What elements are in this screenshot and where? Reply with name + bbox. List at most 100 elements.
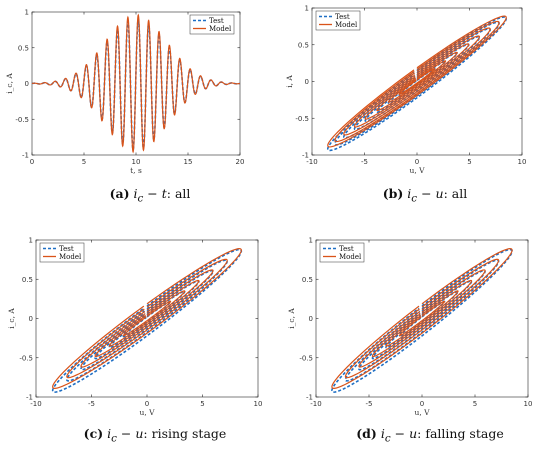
series-model: [66, 258, 228, 379]
legend-label-test: Test: [335, 13, 350, 21]
plot-area: [35, 239, 259, 398]
y-axis-label: i, A: [285, 75, 294, 88]
series-test: [385, 290, 459, 349]
x-tick-label: 10: [518, 158, 527, 166]
x-axis-label: u, V: [139, 408, 155, 417]
y-tick-label: 0: [309, 315, 313, 323]
x-tick-label: -5: [361, 158, 368, 166]
series-test: [364, 43, 470, 122]
y-tick-label: 1: [25, 9, 29, 17]
legend-label-test: Test: [59, 245, 74, 253]
legend-label-model: Model: [59, 253, 82, 261]
x-tick-label: -10: [30, 400, 41, 408]
series-test: [94, 280, 200, 360]
series-test: [387, 60, 447, 105]
series-model: [344, 258, 500, 379]
y-tick-label: -1: [26, 394, 33, 402]
y-tick-label: 1: [309, 237, 313, 245]
series-test: [358, 269, 486, 371]
series-model: [343, 27, 491, 136]
series-model: [94, 279, 200, 358]
series-model: [52, 248, 242, 389]
y-tick-label: 0.5: [298, 41, 309, 49]
legend-box: [319, 242, 365, 263]
series-model: [398, 300, 446, 337]
legend-box: [39, 242, 85, 263]
x-tick-label: -5: [366, 400, 373, 408]
caption-c: (c) ic − u: rising stage: [83, 426, 227, 445]
series-model: [31, 13, 241, 154]
series-model: [122, 300, 172, 337]
series-test: [108, 290, 186, 349]
series-model: [353, 35, 481, 128]
x-tick-label: -10: [306, 158, 317, 166]
series-model: [331, 248, 513, 389]
y-tick-label: 0.5: [18, 44, 29, 52]
legend-label-test: Test: [339, 245, 354, 253]
series-test: [344, 259, 500, 382]
x-tick-label: 0: [420, 400, 424, 408]
y-tick-label: 1: [305, 5, 309, 13]
y-tick-label: 0.5: [22, 276, 33, 284]
legend-box: [189, 14, 235, 35]
legend-label-model: Model: [335, 21, 358, 29]
x-tick-label: -5: [88, 400, 95, 408]
series-test: [122, 300, 172, 338]
y-axis-label: i_c, A: [287, 308, 296, 329]
series-test: [331, 248, 513, 393]
series-model: [385, 290, 459, 347]
legend-label-model: Model: [339, 253, 362, 261]
series-model: [334, 20, 500, 143]
series-test: [66, 259, 228, 382]
y-tick-label: 0: [305, 78, 309, 86]
x-tick-label: 5: [82, 158, 86, 166]
x-tick-label: 5: [473, 400, 477, 408]
series-test: [51, 248, 243, 393]
caption-a: (a) ic − t: all: [109, 186, 191, 205]
y-tick-label: -1: [302, 152, 309, 160]
caption-d: (d) ic − u: falling stage: [356, 426, 504, 445]
series-model: [358, 269, 486, 368]
x-tick-label: 10: [132, 158, 141, 166]
series-model: [376, 51, 458, 112]
y-tick-label: -0.5: [15, 116, 29, 124]
x-tick-label: 10: [524, 400, 533, 408]
y-tick-label: 0: [25, 80, 29, 88]
series-model: [327, 15, 507, 148]
y-tick-label: -0.5: [19, 354, 33, 362]
x-tick-label: 10: [254, 400, 263, 408]
series-model: [364, 43, 470, 120]
x-tick-label: 5: [200, 400, 204, 408]
caption-b: (b) ic − u: all: [382, 186, 468, 205]
plot-area: [315, 239, 529, 398]
x-axis-label: t, s: [130, 166, 142, 175]
y-tick-label: -1: [306, 394, 313, 402]
legend-box: [315, 10, 361, 31]
x-tick-label: 0: [30, 158, 34, 166]
y-axis-label: i_c, A: [5, 73, 14, 94]
y-tick-label: 0: [29, 315, 33, 323]
y-tick-label: 0.5: [302, 276, 313, 284]
y-tick-label: -0.5: [295, 115, 309, 123]
x-axis-label: u, V: [409, 166, 425, 175]
x-tick-label: 20: [236, 158, 245, 166]
series-model: [387, 60, 447, 103]
series-model: [398, 67, 436, 95]
x-axis-label: u, V: [414, 408, 430, 417]
x-tick-label: 15: [184, 158, 193, 166]
x-tick-label: -10: [310, 400, 321, 408]
y-tick-label: -0.5: [299, 354, 313, 362]
legend-label-model: Model: [209, 25, 232, 33]
x-tick-label: 5: [467, 158, 471, 166]
series-test: [326, 16, 508, 152]
y-tick-label: -1: [22, 152, 29, 160]
series-model: [371, 279, 473, 358]
